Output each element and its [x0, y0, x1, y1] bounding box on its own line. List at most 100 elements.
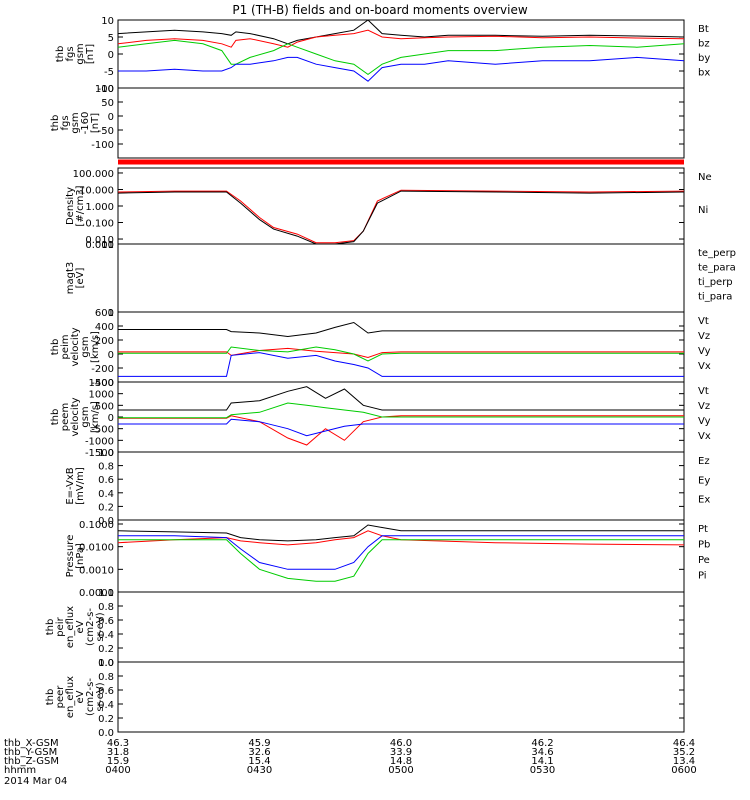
xaxis-value: 0500 [388, 765, 413, 776]
ylabel: thb peir en_eflux eV (cm2-s-sr-eV) [45, 606, 106, 648]
legend-te_perp: te_perp [698, 248, 736, 259]
ylabel-line: gsm [70, 112, 81, 133]
ytick-label: 0.0 [98, 516, 114, 527]
legend-Vx: Vx [698, 361, 711, 372]
series-Pe [118, 539, 684, 582]
legend-Vz: Vz [698, 331, 710, 342]
ytick-label: 0.2 [98, 714, 114, 725]
ylabel-line: [km/s] [90, 331, 101, 363]
ytick-label: 1.0 [98, 588, 114, 599]
panel-frame [117, 87, 685, 159]
ytick-label: -1000 [85, 436, 114, 447]
xaxis-value: 15.4 [248, 756, 270, 767]
series-Vy [118, 402, 684, 419]
legend-bz: bz [698, 39, 710, 50]
ylabel-line: thb [45, 689, 56, 706]
ytick-label: -200 [91, 364, 114, 375]
series-bx [118, 56, 685, 82]
panel-fgs: 10 5 0 -5 -10 thb fgs gsm [nT] Bt bz by bx [55, 16, 710, 95]
ylabel-line: en_eflux [65, 676, 76, 718]
xaxis-row-label: thb_Y-GSM [4, 747, 57, 758]
ylabel-line: [#/cm3] [75, 185, 86, 226]
ylabel-line: peer [55, 685, 66, 709]
figure-title: P1 (TH-B) fields and on-board moments ov… [232, 3, 528, 17]
xaxis-value: 0400 [105, 765, 130, 776]
panel-frame [117, 591, 685, 663]
series-by [117, 39, 685, 76]
ytick-label: -5 [104, 67, 114, 78]
ytick-label: 600 [95, 308, 114, 319]
ylabel-line: gsm [80, 336, 91, 357]
series-Pt [117, 524, 684, 542]
panel-frame [117, 19, 685, 89]
ytick-label: 50 [101, 98, 114, 109]
legend-Bt: Bt [698, 24, 709, 35]
ylabel: magt3 [eV] [65, 262, 86, 295]
ylabel: thb fgs gsm [nT] [55, 43, 96, 64]
ytick-label: 100 [95, 84, 114, 95]
panel-density: 100.000 10.000 1.000 0.100 0.0100.001 Density… [65, 167, 712, 251]
ytick-label: 1 [108, 308, 114, 319]
series-Ne [117, 189, 685, 244]
ylabel-line: [nT] [90, 113, 101, 133]
ylabel-line: [nPa] [75, 543, 86, 569]
xaxis-row-label: thb_Z-GSM [4, 756, 59, 767]
series-Vz [118, 415, 684, 446]
ytick-label: 0 [108, 413, 114, 424]
series-Pi [118, 535, 684, 570]
series-Vt [118, 386, 684, 411]
ytick-label: 5 [108, 33, 114, 44]
ytick-label: -100 [91, 140, 114, 151]
ytick-label: 0 [108, 350, 114, 361]
panel-mag: 10 1 magt3 [eV] te_perp te_para ti_perp ti_para [65, 240, 736, 319]
ylabel-line: (cm2-s- [85, 608, 96, 646]
legend-Vx: Vx [698, 431, 711, 442]
legend-Vt: Vt [698, 316, 709, 327]
ytick-label: 0.2 [98, 502, 114, 513]
ylabel-line: thb [50, 339, 61, 356]
ylabel: Pressure [nPa] [65, 535, 86, 578]
ylabel-line: gsm [80, 406, 91, 427]
ytick-label: 400 [95, 322, 114, 333]
ytick-label: 0.0001 [79, 588, 114, 599]
ytick-label: 1000 [89, 390, 114, 401]
ylabel-line: eV [75, 620, 86, 633]
ylabel-line: velocity [70, 397, 81, 436]
ytick-label: 0.8 [98, 672, 114, 683]
series-Vx [118, 352, 684, 377]
ylabel-line: velocity [70, 327, 81, 366]
xaxis-value: 13.4 [673, 756, 695, 767]
ytick-label: -400 [91, 378, 114, 389]
ylabel-line: en_eflux [65, 606, 76, 648]
ytick-label: 200 [95, 336, 114, 347]
ylabel-line: peem [60, 403, 71, 431]
panel-fgs-160: 100 50 0 -50 -100 thb fgs gsm -160 [nT] [50, 84, 685, 165]
ylabel-line: sr-eV) [95, 612, 106, 641]
ytick-label: 0 [108, 50, 114, 61]
xaxis-value: 0530 [530, 765, 555, 776]
panel-frame [117, 661, 685, 733]
xaxis-value: 34.6 [531, 747, 553, 758]
ylabel-line: thb [50, 115, 61, 132]
ylabel-line: (cm2-s- [85, 678, 96, 716]
ylabel: Density [#/cm3] [65, 185, 86, 226]
ylabel-line: -160 [80, 112, 91, 135]
ytick-label: 0.001 [85, 240, 114, 251]
ylabel-line: [nT] [85, 44, 96, 64]
series-Vt [118, 321, 684, 338]
ylabel-line: [mV/m] [75, 467, 86, 505]
legend-Ez: Ez [698, 456, 710, 467]
ytick-label: 1.000 [85, 202, 114, 213]
ytick-label: 0.8 [98, 602, 114, 613]
ytick-label: -1500 [85, 448, 114, 459]
ytick-label: 100.000 [73, 169, 114, 180]
legend-by: by [698, 53, 710, 64]
xaxis-value: 15.9 [107, 756, 129, 767]
panel-frame [117, 243, 685, 313]
legend-bx: bx [698, 68, 710, 79]
ylabel-line: thb [45, 619, 56, 636]
legend-Ne: Ne [698, 172, 712, 183]
xaxis-value: 45.9 [248, 738, 270, 749]
legend-Vy: Vy [698, 346, 711, 357]
